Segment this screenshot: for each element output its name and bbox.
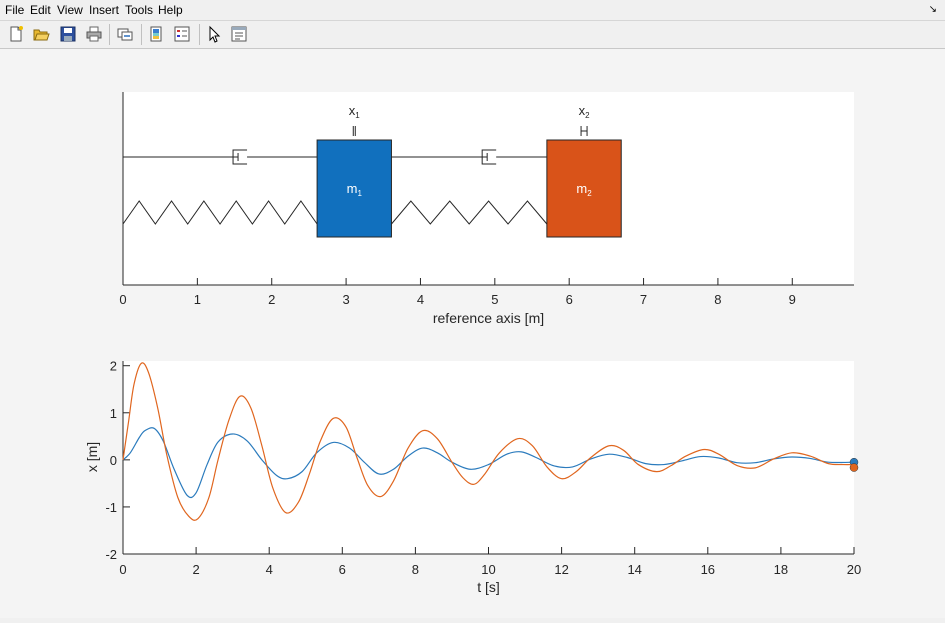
bottom-x-tick-label: 8 bbox=[412, 562, 419, 577]
bottom-ylabel: x [m] bbox=[84, 442, 100, 472]
series-1-line bbox=[122, 427, 855, 499]
bottom-axes-background bbox=[123, 361, 854, 554]
top-axes-background bbox=[123, 92, 854, 285]
colorbar-icon[interactable] bbox=[147, 25, 165, 43]
bottom-x-tick-label: 6 bbox=[339, 562, 346, 577]
bottom-x-tick-label: 0 bbox=[119, 562, 126, 577]
menu-bar: File Edit View Insert Tools Help ↘ bbox=[0, 0, 945, 21]
bottom-x-tick-label: 20 bbox=[847, 562, 861, 577]
bottom-x-ticks: 0 2 4 6 8 10 12 14 16 18 20 bbox=[119, 547, 861, 577]
dock-arrow-icon[interactable]: ↘ bbox=[928, 4, 937, 15]
bottom-y-ticks: 2 1 0 -1 -2 bbox=[105, 359, 130, 562]
menu-file[interactable]: File bbox=[5, 3, 25, 17]
damper-1 bbox=[123, 149, 318, 165]
bottom-y-tick-label: -2 bbox=[105, 547, 117, 562]
bottom-y-tick-label: -1 bbox=[105, 500, 117, 515]
bottom-y-tick-label: 1 bbox=[110, 406, 117, 421]
bottom-y-tick-label: 0 bbox=[110, 453, 117, 468]
top-x-tick-label: 2 bbox=[268, 292, 275, 307]
save-icon[interactable] bbox=[59, 25, 77, 43]
toolbar-separator bbox=[141, 24, 142, 45]
bottom-x-tick-label: 18 bbox=[774, 562, 788, 577]
open-folder-icon[interactable] bbox=[32, 25, 50, 43]
toolbar-separator bbox=[109, 24, 110, 45]
bottom-x-tick-label: 12 bbox=[554, 562, 568, 577]
mechanism: m1 m2 x1 x2 bbox=[122, 103, 622, 238]
menu-view[interactable]: View bbox=[57, 3, 83, 17]
top-x-tick-label: 1 bbox=[194, 292, 201, 307]
new-file-icon[interactable] bbox=[7, 25, 25, 43]
series-2-line bbox=[122, 362, 855, 521]
top-x-ticks: 0 1 2 3 4 5 6 7 8 9 bbox=[119, 278, 796, 307]
spring-1 bbox=[122, 200, 318, 225]
pointer-icon[interactable] bbox=[205, 25, 223, 43]
series-2-end-point bbox=[849, 463, 859, 472]
menu-help[interactable]: Help bbox=[158, 3, 183, 17]
top-x-tick-label: 8 bbox=[714, 292, 721, 307]
top-x-tick-label: 9 bbox=[789, 292, 796, 307]
x1-marker-label: x1 bbox=[349, 103, 361, 120]
damper-2 bbox=[391, 149, 547, 165]
figure-toolbar bbox=[0, 21, 945, 49]
property-editor-icon[interactable] bbox=[230, 25, 248, 43]
print-icon[interactable] bbox=[85, 25, 103, 43]
legend-icon[interactable] bbox=[173, 25, 191, 43]
top-xlabel: reference axis [m] bbox=[433, 310, 544, 326]
bottom-axes: 0 2 4 6 8 10 12 14 16 18 20 210-1-2 t [s] x [m] bbox=[84, 359, 861, 595]
x1-marker bbox=[352, 126, 356, 136]
top-x-tick-label: 0 bbox=[119, 292, 126, 307]
mass-2-label: m2 bbox=[576, 181, 592, 198]
top-x-tick-label: 5 bbox=[491, 292, 498, 307]
mass-1-block bbox=[316, 139, 392, 238]
bottom-x-tick-label: 16 bbox=[701, 562, 715, 577]
mass-2-block bbox=[546, 139, 622, 238]
bottom-y-tick-label: 2 bbox=[110, 359, 117, 374]
bottom-x-tick-label: 4 bbox=[266, 562, 273, 577]
menu-edit[interactable]: Edit bbox=[30, 3, 51, 17]
top-x-tick-label: 3 bbox=[342, 292, 349, 307]
series-layer bbox=[122, 362, 859, 521]
menu-insert[interactable]: Insert bbox=[89, 3, 120, 17]
spring-2 bbox=[391, 200, 548, 225]
menu-tools[interactable]: Tools bbox=[125, 3, 154, 17]
bottom-xlabel: t [s] bbox=[477, 579, 500, 595]
bottom-x-tick-label: 2 bbox=[192, 562, 199, 577]
toolbar-separator bbox=[199, 24, 200, 45]
top-x-tick-label: 7 bbox=[640, 292, 647, 307]
bottom-x-tick-label: 14 bbox=[627, 562, 641, 577]
top-x-tick-label: 4 bbox=[417, 292, 424, 307]
x2-marker-label: x2 bbox=[579, 103, 591, 120]
x2-marker bbox=[580, 126, 588, 136]
top-x-tick-label: 6 bbox=[566, 292, 573, 307]
bottom-x-tick-label: 10 bbox=[481, 562, 495, 577]
top-axes: 0 1 2 3 4 5 6 7 8 9 reference axis [m] bbox=[119, 92, 854, 326]
link-plot-icon[interactable] bbox=[116, 25, 134, 43]
mass-1-label: m1 bbox=[347, 181, 363, 198]
